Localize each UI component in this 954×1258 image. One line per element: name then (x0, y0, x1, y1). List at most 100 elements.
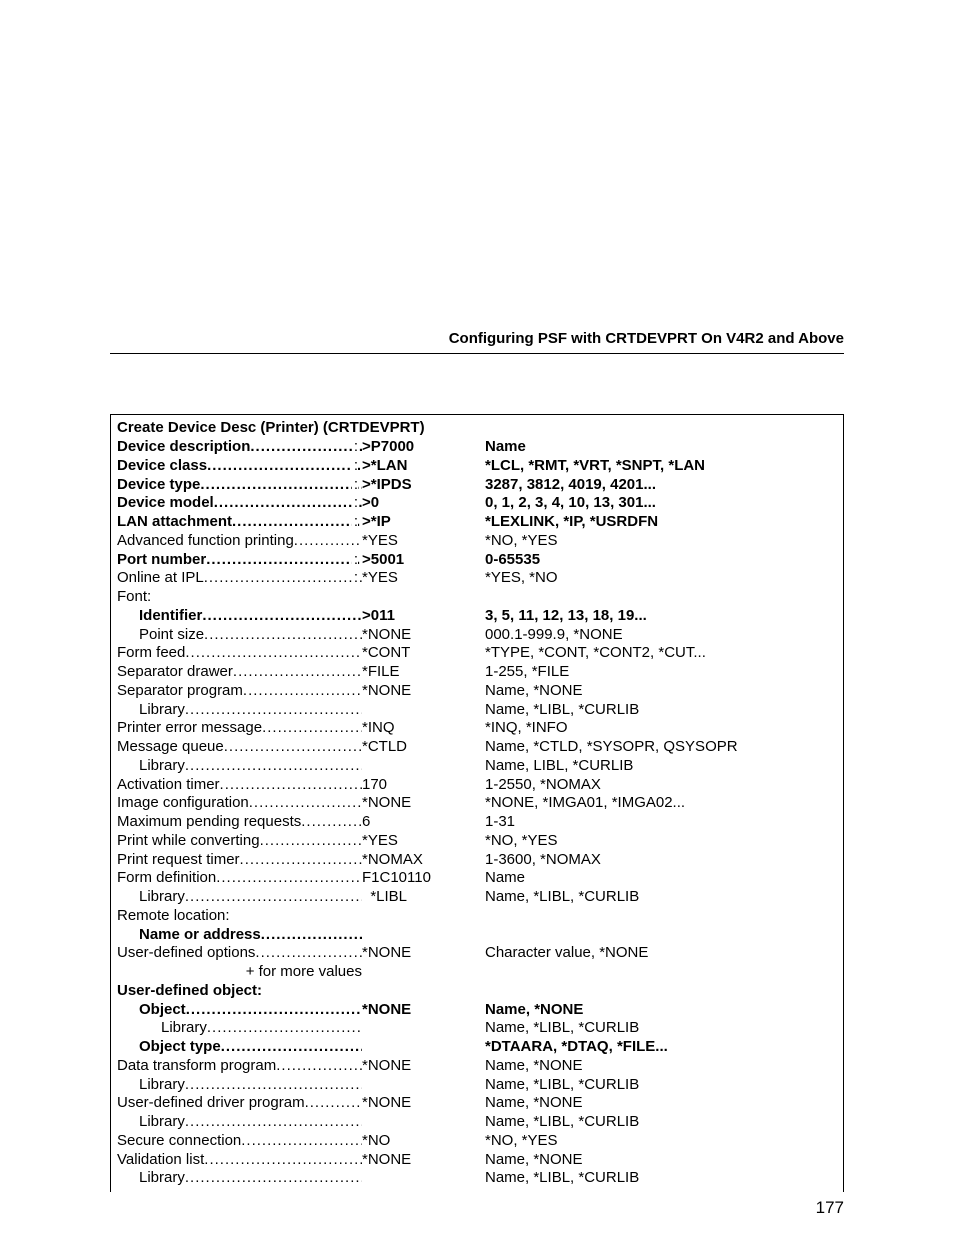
row-label: Library (117, 1113, 362, 1132)
row-value: *NONE (362, 794, 485, 813)
row-description: 3287, 3812, 4019, 4201... (485, 476, 837, 495)
row-value: 6 (362, 813, 485, 832)
row-label: Secure connection (117, 1132, 362, 1151)
row-description: *NO, *YES (485, 1132, 837, 1151)
config-row: Image configuration*NONE*NONE, *IMGA01, … (117, 794, 837, 813)
row-label: Device class (117, 457, 362, 476)
row-label: Library (117, 1019, 362, 1038)
row-value: >5001 (362, 551, 485, 570)
row-description (491, 963, 837, 982)
config-row: Library *LIBLName, *LIBL, *CURLIB (117, 888, 837, 907)
row-label: User-defined object: (117, 982, 362, 1001)
config-row: LibraryName, LIBL, *CURLIB (117, 757, 837, 776)
row-description: 1-3600, *NOMAX (485, 851, 837, 870)
row-description: Name (485, 438, 837, 457)
row-label: Name or address (117, 926, 362, 945)
row-description: *YES, *NO (485, 569, 837, 588)
row-value (362, 1113, 485, 1132)
row-value: *YES (362, 832, 485, 851)
row-description (485, 926, 837, 945)
config-row: Separator drawer*FILE1-255, *FILE (117, 663, 837, 682)
row-label-text: Library (139, 1169, 362, 1186)
row-description: 1-2550, *NOMAX (485, 776, 837, 795)
row-label-text: Data transform program (117, 1057, 362, 1074)
row-label-text: Print request timer (117, 851, 362, 868)
row-description (485, 588, 837, 607)
row-label-text: Online at IPL (117, 569, 362, 586)
row-label: Library (117, 757, 362, 776)
row-label-text: User-defined object: (117, 982, 262, 999)
row-label-text: Library (139, 888, 362, 905)
table-title: Create Device Desc (Printer) (CRTDEVPRT) (117, 419, 837, 436)
row-description: *LEXLINK, *IP, *USRDFN (485, 513, 837, 532)
row-description: Name, *LIBL, *CURLIB (485, 1076, 837, 1095)
config-row: Print request timer*NOMAX1-3600, *NOMAX (117, 851, 837, 870)
row-value: >*IPDS (362, 476, 485, 495)
row-value: *NONE (362, 1151, 485, 1170)
row-label-text: Device class (117, 457, 362, 474)
row-label-text: Form definition (117, 869, 362, 886)
config-row: Advanced function printing*YES*NO, *YES (117, 532, 837, 551)
row-value: >0 (362, 494, 485, 513)
row-label-text: Image configuration (117, 794, 362, 811)
row-label-text: Point size (139, 626, 362, 643)
config-row: Separator program*NONEName, *NONE (117, 682, 837, 701)
row-value: *YES (362, 532, 485, 551)
page-number: 177 (110, 1198, 844, 1218)
row-label: Object (117, 1001, 362, 1020)
config-row: Name or address (117, 926, 837, 945)
row-description: 1-31 (485, 813, 837, 832)
row-label: Identifier (117, 607, 362, 626)
config-row: Device type>*IPDS3287, 3812, 4019, 4201.… (117, 476, 837, 495)
row-value: *FILE (362, 663, 485, 682)
row-description: Name, *LIBL, *CURLIB (485, 888, 837, 907)
config-row: Message queue*CTLDName, *CTLD, *SYSOPR, … (117, 738, 837, 757)
row-label-text: Secure connection (117, 1132, 362, 1149)
row-label: Online at IPL (117, 569, 362, 588)
row-description: 3, 5, 11, 12, 13, 18, 19... (485, 607, 837, 626)
row-value: *CTLD (362, 738, 485, 757)
row-value (362, 701, 485, 720)
config-row: Data transform program*NONEName, *NONE (117, 1057, 837, 1076)
row-description: Name, *CTLD, *SYSOPR, QSYSOPR (485, 738, 837, 757)
config-row: Online at IPL*YES*YES, *NO (117, 569, 837, 588)
row-label-text: Port number (117, 551, 362, 568)
row-label-text: + for more values (246, 963, 362, 980)
row-label-text: Maximum pending requests (117, 813, 362, 830)
row-value: *NONE (362, 1001, 485, 1020)
row-value (368, 963, 491, 982)
config-row: Library Name, *LIBL, *CURLIB (117, 1076, 837, 1095)
row-label: Library (117, 1169, 362, 1188)
config-row: LibraryName, *LIBL, *CURLIB (117, 1113, 837, 1132)
row-description (485, 982, 837, 1001)
row-label: Message queue (117, 738, 362, 757)
config-row: LAN attachment>*IP*LEXLINK, *IP, *USRDFN (117, 513, 837, 532)
config-row: Object*NONEName, *NONE (117, 1001, 837, 1020)
row-label-text: Print while converting (117, 832, 362, 849)
row-label-text: Library (139, 701, 362, 718)
row-value (362, 1019, 485, 1038)
row-value: *NONE (362, 1094, 485, 1113)
config-row: Port number>50010-65535 (117, 551, 837, 570)
row-label-text: Remote location: (117, 907, 230, 924)
row-label: Library (117, 1076, 362, 1095)
row-value (362, 907, 485, 926)
row-label-text: Library (161, 1019, 362, 1036)
row-value (362, 1169, 485, 1188)
row-label-text: Device model (117, 494, 362, 511)
row-label-text: Separator drawer (117, 663, 362, 680)
row-label: Image configuration (117, 794, 362, 813)
row-label: Library (117, 888, 362, 907)
row-label-text: Name or address (139, 926, 362, 943)
row-value: *NOMAX (362, 851, 485, 870)
row-description: *NONE, *IMGA01, *IMGA02... (485, 794, 837, 813)
config-row: User-defined object: (117, 982, 837, 1001)
row-label: Printer error message (117, 719, 362, 738)
row-label-text: Object (139, 1001, 362, 1018)
page-header: Configuring PSF with CRTDEVPRT On V4R2 a… (110, 330, 844, 354)
row-label-text: Library (139, 1113, 362, 1130)
row-value: *NONE (362, 944, 485, 963)
row-label-text: Printer error message (117, 719, 362, 736)
config-row: Remote location: (117, 907, 837, 926)
row-label: Data transform program (117, 1057, 362, 1076)
